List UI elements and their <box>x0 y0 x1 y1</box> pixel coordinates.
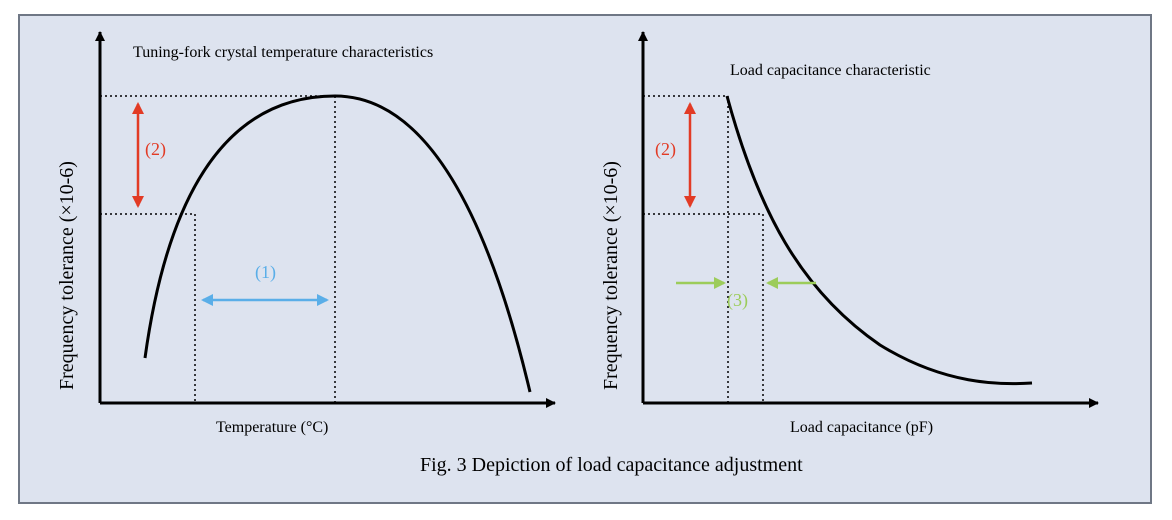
marker-1: (1) <box>255 262 276 283</box>
parabola-curve <box>143 94 532 393</box>
left-chart: Tuning-fork crystal temperature characte… <box>56 31 556 436</box>
left-ylabel: Frequency tolerance (×10-6) <box>56 161 78 390</box>
right-xlabel: Load capacitance (pF) <box>790 419 933 436</box>
right-title: Load capacitance characteristic <box>730 62 931 79</box>
left-marker-2: (2) <box>145 139 166 160</box>
right-ylabel: Frequency tolerance (×10-6) <box>600 161 622 390</box>
left-title: Tuning-fork crystal temperature characte… <box>133 44 433 61</box>
figure-caption: Fig. 3 Depiction of load capacitance adj… <box>420 454 803 476</box>
left-xlabel: Temperature (°C) <box>216 419 328 436</box>
decay-curve <box>725 95 1033 386</box>
marker-3: (3) <box>727 290 748 311</box>
right-marker-2: (2) <box>655 139 676 160</box>
right-chart: Load capacitance characteristic (2) (3) … <box>600 31 1099 436</box>
